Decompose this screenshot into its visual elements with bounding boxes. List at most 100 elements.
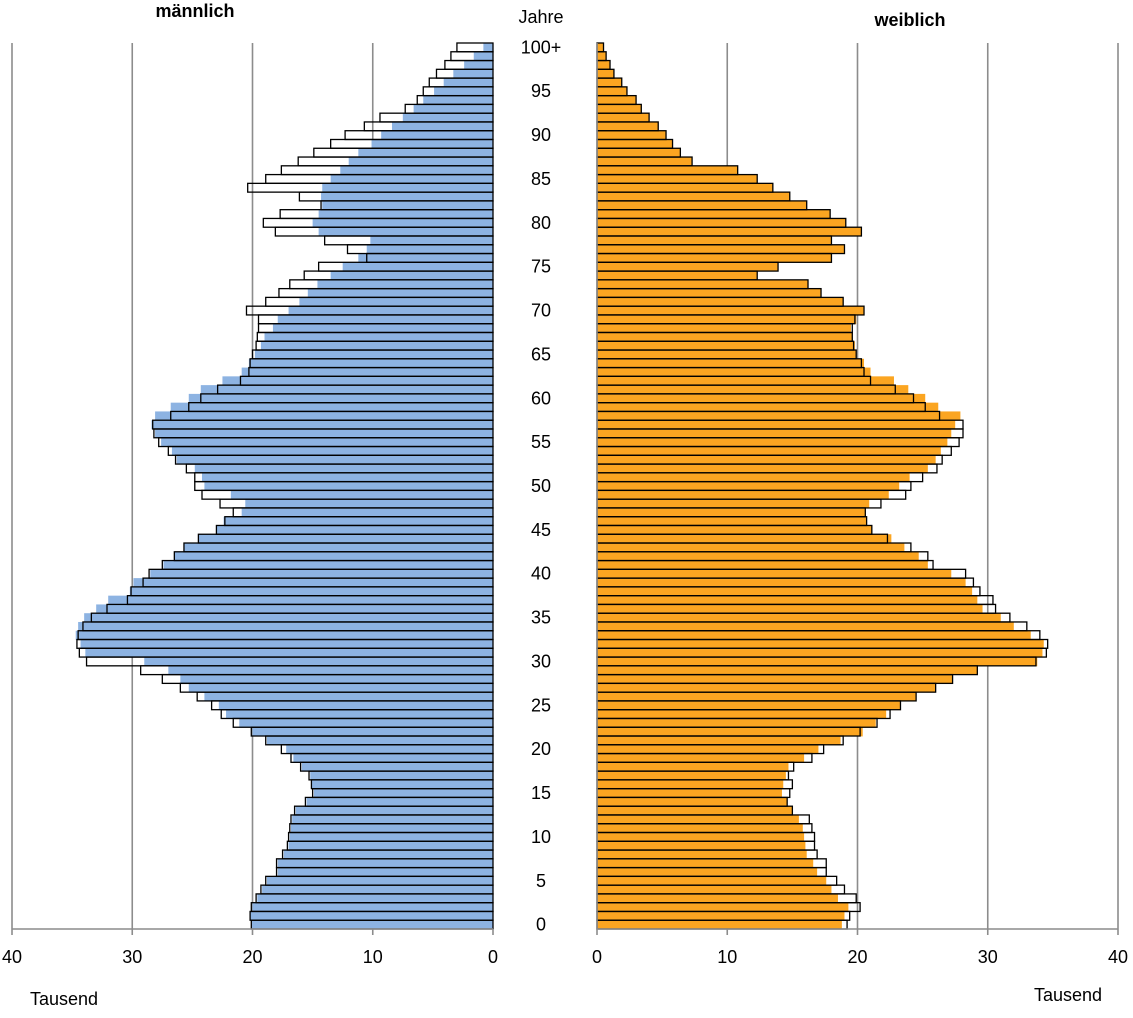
- female-bar-age-70: [597, 306, 865, 316]
- female-bar-age-76: [597, 253, 832, 263]
- female-bar-age-55: [597, 437, 948, 447]
- female-bar-age-18: [597, 762, 789, 772]
- male-bar-age-9: [288, 841, 493, 851]
- female-bar-age-41: [597, 560, 928, 570]
- female-bar-age-72: [597, 288, 822, 298]
- female-bar-age-90: [597, 130, 667, 140]
- male-bar-age-17: [310, 771, 493, 781]
- male-bar-age-100: [483, 43, 493, 53]
- age-tick-55: 55: [531, 432, 551, 452]
- female-bar-age-16: [597, 779, 784, 790]
- age-tick-65: 65: [531, 344, 551, 364]
- female-bar-age-79: [597, 227, 862, 237]
- male-bar-age-89: [371, 139, 493, 149]
- male-bar-age-48: [245, 499, 493, 509]
- male-bar-age-0: [251, 920, 493, 930]
- female-bar-age-53: [597, 455, 936, 465]
- female-bar-age-10: [597, 832, 805, 842]
- female-bar-age-14: [597, 797, 788, 807]
- female-bar-age-86: [597, 165, 738, 175]
- male-bar-age-18: [301, 762, 493, 772]
- male-bar-age-20: [286, 744, 493, 754]
- male-bar-age-36: [96, 604, 494, 614]
- male-bar-age-64: [248, 358, 493, 368]
- female-bar-age-22: [597, 727, 863, 737]
- age-tick-50: 50: [531, 476, 551, 496]
- male-bar-age-34: [78, 621, 493, 632]
- female-bar-age-15: [597, 788, 782, 798]
- male-bar-age-2: [252, 902, 493, 912]
- male-bar-age-5: [266, 876, 493, 886]
- male-bar-age-45: [216, 525, 494, 535]
- age-tick-25: 25: [531, 695, 551, 715]
- female-bar-age-62: [597, 376, 894, 386]
- age-tick-85: 85: [531, 169, 551, 189]
- female-bar-age-58: [597, 411, 961, 421]
- male-bar-age-82: [322, 200, 493, 211]
- male-bar-age-44: [198, 534, 493, 544]
- male-bar-age-13: [295, 806, 493, 816]
- male-bar-age-74: [330, 271, 493, 281]
- male-bar-age-65: [254, 350, 493, 360]
- female-bar-age-37: [597, 595, 978, 605]
- male-bar-age-93: [413, 104, 493, 114]
- male-bar-age-50: [204, 481, 493, 491]
- male-bar-age-49: [230, 490, 494, 500]
- male-bar-age-75: [342, 262, 493, 272]
- female-title: weiblich: [873, 10, 945, 30]
- male-bar-age-25: [218, 700, 493, 711]
- female-bar-age-57: [597, 420, 956, 430]
- male-bar-age-38: [129, 586, 493, 597]
- female-bar-age-33: [597, 630, 1031, 640]
- female-bar-age-74: [597, 271, 758, 281]
- age-tick-15: 15: [531, 783, 551, 803]
- male-bar-age-92: [402, 113, 493, 123]
- female-bar-age-46: [597, 516, 867, 526]
- male-outline-age-100: [456, 42, 494, 53]
- male-bar-age-19: [293, 753, 493, 763]
- female-bar-age-51: [597, 472, 910, 483]
- male-bar-age-85: [330, 174, 493, 184]
- female-bar-age-65: [597, 350, 857, 360]
- male-bar-age-58: [155, 411, 493, 421]
- male-x-tick-10: 10: [363, 947, 383, 967]
- male-bar-age-16: [311, 779, 493, 790]
- male-bar-age-81: [318, 209, 493, 219]
- female-bar-age-26: [597, 692, 917, 702]
- male-bar-age-57: [151, 420, 494, 430]
- female-bar-age-47: [597, 507, 866, 518]
- male-outline-bars: [76, 42, 494, 930]
- male-bar-age-90: [381, 130, 493, 140]
- male-bar-age-73: [317, 279, 493, 290]
- female-x-tick-30: 30: [978, 947, 998, 967]
- female-bar-age-17: [597, 771, 786, 781]
- male-bar-age-31: [85, 648, 493, 658]
- male-bar-age-71: [299, 297, 493, 307]
- male-bar-age-37: [108, 595, 493, 605]
- female-bar-age-21: [597, 736, 841, 746]
- male-bar-age-33: [75, 630, 494, 640]
- female-bar-age-93: [597, 104, 642, 114]
- age-tick-20: 20: [531, 739, 551, 759]
- female-bar-age-100: [597, 43, 604, 53]
- female-x-tick-labels: 0 10 20 30 40: [592, 947, 1128, 967]
- female-bar-age-7: [597, 858, 814, 868]
- male-bar-age-12: [292, 814, 493, 825]
- male-x-tick-0: 0: [488, 947, 498, 967]
- female-x-tick-10: 10: [717, 947, 737, 967]
- female-bar-age-35: [597, 613, 1001, 623]
- male-bar-age-94: [423, 95, 493, 105]
- female-bar-age-61: [597, 385, 909, 395]
- male-bar-age-61: [200, 385, 494, 395]
- male-bar-age-10: [289, 832, 493, 842]
- female-bar-age-91: [597, 121, 659, 132]
- age-tick-90: 90: [531, 125, 551, 145]
- female-bar-age-38: [597, 586, 973, 597]
- male-bar-age-47: [241, 507, 493, 518]
- female-bars: [597, 43, 1044, 930]
- male-bar-age-42: [174, 551, 493, 561]
- female-x-tick-20: 20: [847, 947, 867, 967]
- male-bar-age-32: [80, 639, 493, 649]
- female-bar-age-67: [597, 332, 853, 342]
- female-bar-age-60: [597, 393, 926, 404]
